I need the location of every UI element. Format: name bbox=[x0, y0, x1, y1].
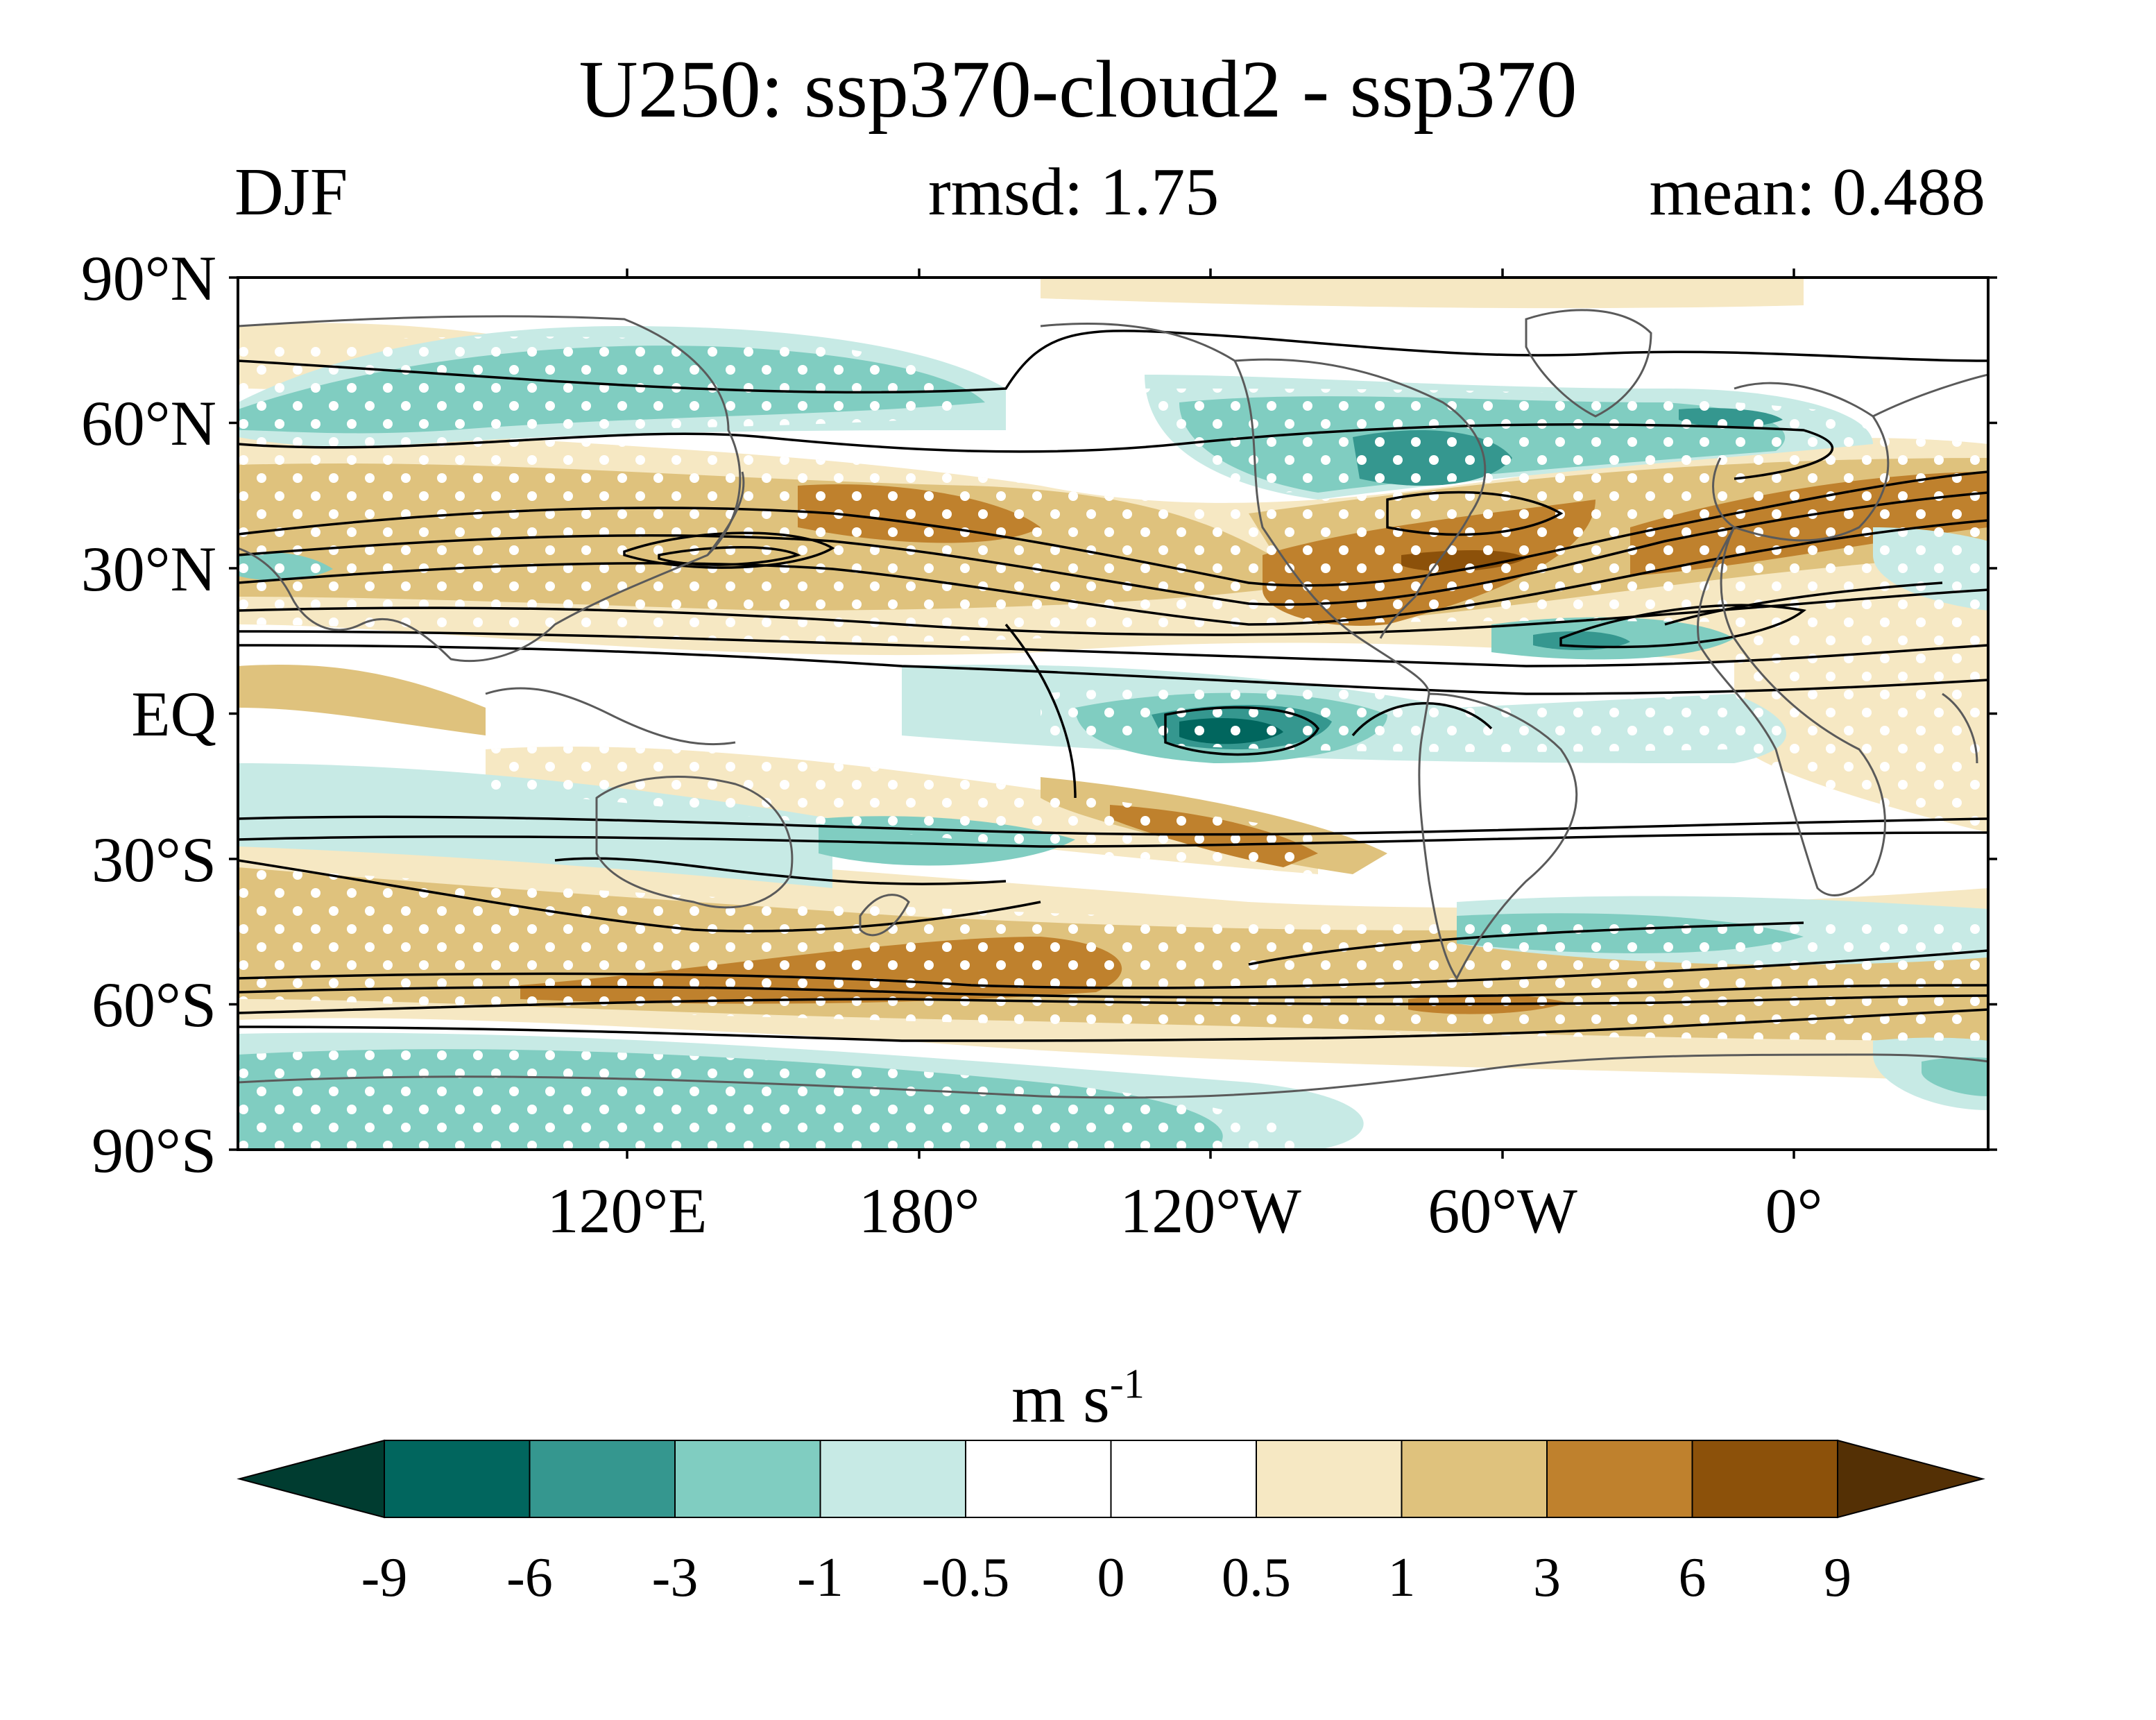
colorbar-tick-label: 0.5 bbox=[1222, 1547, 1291, 1608]
colorbar-tick-label: 1 bbox=[1388, 1547, 1416, 1608]
colorbar-box bbox=[384, 1440, 531, 1518]
colorbar-tick-label: -0.5 bbox=[922, 1547, 1010, 1608]
colorbar-tick-label: -6 bbox=[506, 1547, 553, 1608]
colorbar-tick-label: -9 bbox=[361, 1547, 408, 1608]
colorbar-box bbox=[674, 1440, 821, 1518]
colorbar-extend-high bbox=[1837, 1439, 1985, 1519]
climatology-contours bbox=[238, 330, 1988, 1042]
colorbar-extend-low bbox=[237, 1439, 385, 1519]
lat-label-60n: 60°N bbox=[81, 388, 216, 459]
units-exponent: -1 bbox=[1109, 1361, 1145, 1407]
coastlines bbox=[238, 309, 1988, 1099]
colorbar-box bbox=[1401, 1440, 1548, 1518]
colorbar-tick-label: 0 bbox=[1097, 1547, 1125, 1608]
colorbar-box bbox=[1256, 1440, 1403, 1518]
colorbar-box bbox=[965, 1440, 1112, 1518]
lon-label-120w: 120°W bbox=[1120, 1175, 1301, 1246]
significance-stippling bbox=[238, 337, 1988, 1150]
colorbar-tick-label: 3 bbox=[1533, 1547, 1561, 1608]
lat-label-60s: 60°S bbox=[92, 969, 216, 1040]
colorbar: -9 -6 -3 -1 -0.5 0 0.5 1 3 6 9 bbox=[237, 1439, 1985, 1608]
lon-label-120e: 120°E bbox=[547, 1175, 708, 1246]
colorbar-tick-label: -3 bbox=[652, 1547, 699, 1608]
rmsd-label: rmsd: 1.75 bbox=[928, 155, 1220, 230]
lat-label-eq: EQ bbox=[131, 679, 216, 749]
colorbar-box bbox=[819, 1440, 966, 1518]
colorbar-tick-label: 9 bbox=[1824, 1547, 1851, 1608]
colorbar-box bbox=[1691, 1440, 1838, 1518]
colorbar-box bbox=[529, 1440, 676, 1518]
lat-label-30n: 30°N bbox=[81, 534, 216, 604]
season-label: DJF bbox=[234, 155, 348, 230]
colorbar-tick-label: -1 bbox=[797, 1547, 844, 1608]
lon-label-0: 0° bbox=[1765, 1175, 1823, 1246]
units-base: m s bbox=[1011, 1360, 1110, 1437]
lon-label-180: 180° bbox=[859, 1175, 980, 1246]
colorbar-box bbox=[1546, 1440, 1693, 1518]
colorbar-tick-label: 6 bbox=[1679, 1547, 1706, 1608]
colorbar-box bbox=[1110, 1440, 1257, 1518]
colorbar-units: m s-1 bbox=[0, 1359, 2156, 1438]
lat-label-30s: 30°S bbox=[92, 824, 216, 895]
lat-label-90n: 90°N bbox=[81, 243, 216, 314]
axis-ticks bbox=[229, 269, 1997, 1159]
figure-title: U250: ssp370-cloud2 - ssp370 bbox=[579, 44, 1577, 135]
mean-label: mean: 0.488 bbox=[1649, 155, 1985, 230]
lat-label-90s: 90°S bbox=[92, 1115, 216, 1186]
map-panel bbox=[238, 278, 1988, 1150]
lon-label-60w: 60°W bbox=[1428, 1175, 1577, 1246]
